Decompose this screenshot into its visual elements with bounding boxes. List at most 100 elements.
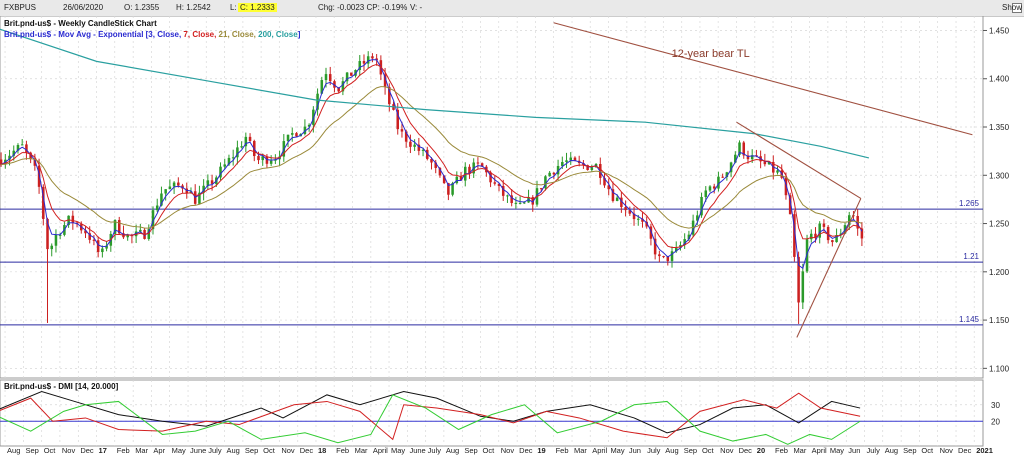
candle-body: [71, 215, 75, 223]
candle-body: [729, 162, 733, 173]
candle-body: [84, 230, 87, 234]
candle-body: [185, 188, 189, 194]
x-tick-label: Dec: [80, 446, 94, 455]
candle-body: [20, 144, 24, 146]
x-tick-label: Dec: [958, 446, 972, 455]
bar-date: 26/06/2020: [63, 3, 104, 12]
candle-body: [16, 145, 20, 151]
x-tick-label: May: [830, 446, 844, 455]
dmi-series-1: [0, 392, 861, 441]
candle-body: [539, 188, 543, 190]
candle-body: [383, 74, 387, 88]
candle-body: [793, 214, 796, 257]
candle-body: [721, 176, 724, 178]
chart: Aug Sep Oct Nov Dec 17 Feb Mar Apr May June July Aug…: [0, 16, 1010, 455]
candle-body: [261, 156, 264, 161]
candle-body: [480, 163, 484, 167]
candle-body: [324, 74, 328, 81]
candle-body: [236, 147, 239, 158]
candle-body: [126, 234, 129, 238]
candle-body: [738, 142, 741, 155]
x-tick-label: Mar: [355, 446, 368, 455]
candle-body: [620, 197, 623, 208]
x-tick-label: Mar: [574, 446, 587, 455]
candle-body: [586, 165, 589, 171]
indicator-title: Brit.pnd-us$ - DMI [14, 20.000]: [4, 382, 119, 391]
x-tick-label: Mar: [135, 446, 148, 455]
candle-body: [50, 245, 53, 250]
y-tick-label: 1.150: [989, 316, 1010, 325]
candle-body: [341, 81, 345, 92]
candle-body: [506, 195, 509, 197]
x-tick-label: Apr: [153, 446, 165, 455]
candle-body: [831, 240, 834, 243]
candle-body: [750, 155, 754, 160]
x-tick-label: Nov: [281, 446, 295, 455]
candle-body: [139, 229, 142, 232]
candle-body: [168, 186, 172, 190]
candle-body: [409, 141, 412, 147]
candle-body: [413, 144, 416, 147]
x-tick-label: Feb: [775, 446, 788, 455]
candle-body: [219, 166, 222, 178]
legend-prefix: Brit.pnd-us$ - Mov Avg - Exponential [: [4, 30, 149, 39]
candle-body: [202, 185, 205, 193]
legend-suffix: ]: [298, 30, 301, 39]
candle-body: [350, 72, 353, 76]
candle-body: [493, 182, 497, 184]
x-tick-label: Oct: [263, 446, 276, 455]
indicator-panel: [0, 379, 984, 447]
x-tick-label: 20: [757, 446, 765, 455]
ema-3-line: [0, 59, 863, 270]
candle-body: [455, 176, 459, 184]
candle-body: [809, 233, 813, 240]
x-tick-label: Sep: [684, 446, 697, 455]
candle-body: [244, 136, 248, 147]
candle-body: [801, 271, 805, 303]
x-tick-label: Aug: [885, 446, 898, 455]
trendline-12-year-bear-tl: [553, 22, 973, 136]
candle-body: [442, 175, 446, 184]
x-tick-label: Oct: [483, 446, 496, 455]
x-tick-label: May: [391, 446, 405, 455]
x-tick-label: Mar: [793, 446, 806, 455]
candle-body: [818, 223, 821, 238]
candle-body: [518, 202, 522, 204]
candle-body: [826, 226, 830, 241]
x-tick-label: Aug: [446, 446, 459, 455]
candle-body: [371, 56, 374, 59]
x-tick-label: June: [190, 446, 206, 455]
candle-body: [746, 155, 750, 160]
candle-body: [489, 172, 492, 183]
candle-body: [248, 136, 252, 141]
trendline-triangle-lower: [796, 198, 862, 338]
x-tick-label: Oct: [702, 446, 715, 455]
candle-body: [269, 160, 273, 164]
candle-body: [404, 131, 408, 142]
candle-body: [662, 256, 665, 258]
candle-body: [37, 165, 41, 187]
legend-item: 200, Close: [258, 30, 298, 39]
candle-body: [822, 223, 826, 227]
candle-body: [468, 166, 471, 174]
level-label: 1.145: [959, 315, 980, 324]
candle-body: [358, 61, 362, 71]
candle-body: [105, 245, 108, 249]
candle-body: [649, 226, 653, 239]
candle-body: [223, 164, 227, 167]
candle-body: [725, 172, 729, 178]
candle-body: [206, 180, 210, 186]
candle-body: [227, 157, 231, 165]
x-tick-label: Feb: [336, 446, 349, 455]
show-legend-checkbox[interactable]: [1012, 3, 1022, 13]
candle-body: [556, 165, 560, 175]
candle-body: [430, 158, 433, 163]
candle-body: [565, 160, 568, 162]
x-tick-label: June: [409, 446, 425, 455]
candle-body: [590, 167, 594, 171]
candle-body: [286, 134, 290, 142]
candle-body: [400, 129, 404, 132]
candle-body: [160, 193, 163, 206]
x-tick-label: May: [172, 446, 186, 455]
trendline-label: 12-year bear TL: [672, 48, 750, 60]
